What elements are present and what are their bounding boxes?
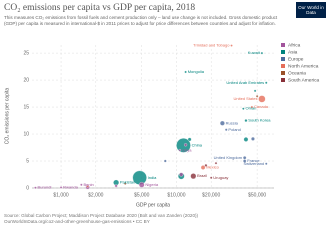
point-label: Pakistan	[120, 180, 135, 185]
legend-label: Africa	[288, 42, 301, 48]
point-label: India	[148, 175, 157, 180]
chart: CO₂ emissions per capita GDP per capita …	[4, 42, 320, 208]
x-tick-label: $50,000	[248, 192, 266, 198]
legend-swatch	[281, 71, 285, 75]
point-label: United Kingdom	[214, 155, 243, 160]
data-point	[86, 185, 89, 188]
data-point	[214, 161, 218, 165]
legend-swatch	[281, 64, 285, 68]
x-tick-label: $5,000	[134, 192, 150, 198]
data-point	[184, 70, 187, 74]
legend-swatch	[281, 57, 285, 61]
source-url[interactable]: OurWorldInData.org/co2-and-other-greenho…	[4, 219, 150, 224]
x-axis-label: GDP per capita	[136, 202, 170, 208]
data-point	[59, 186, 63, 189]
x-tick-label: $10,000	[167, 192, 185, 198]
chart-subtitle: This measures CO₂ emissions from fossil …	[4, 15, 278, 26]
data-point	[255, 95, 259, 98]
point-label: Canada	[254, 104, 269, 109]
data-point	[190, 173, 197, 180]
data-point	[219, 120, 225, 126]
data-point	[242, 156, 247, 160]
x-tick-label: $20,000	[202, 192, 220, 198]
point-label: Benin	[83, 182, 93, 187]
point-label: Trinidad and Tobago	[193, 43, 230, 48]
data-point	[124, 182, 127, 185]
data-point	[163, 159, 167, 163]
legend-label: Oceania	[288, 70, 306, 76]
data-point	[138, 181, 145, 188]
data-point	[34, 186, 37, 189]
legend-swatch	[281, 50, 285, 54]
point-label: Uruguay	[213, 175, 228, 180]
point-label: United States	[233, 96, 257, 101]
data-point	[265, 81, 268, 85]
legend-swatch	[281, 78, 285, 82]
data-point	[244, 119, 248, 123]
data-point	[258, 95, 266, 103]
data-point	[204, 163, 208, 167]
y-tick-label: 20	[23, 77, 29, 83]
footer: Source: Global Carbon Project; Maddison …	[4, 213, 198, 225]
data-point	[200, 165, 206, 170]
point-label: Kuwait	[248, 50, 261, 55]
data-point	[178, 148, 182, 152]
legend-label: Asia	[288, 49, 298, 55]
y-tick-label: 25	[23, 50, 29, 56]
point-label: Brazil	[197, 173, 207, 178]
data-point	[184, 143, 188, 147]
data-point	[253, 89, 257, 93]
point-label: China	[192, 142, 203, 147]
point-label: Russia	[226, 120, 239, 125]
data-point	[80, 183, 83, 187]
point-label: France	[247, 158, 260, 163]
point-label: Libya	[182, 147, 192, 152]
legend-label: South America	[288, 77, 320, 83]
point-label: Oman	[245, 106, 256, 111]
data-point	[209, 176, 213, 179]
point-label: Poland	[228, 127, 240, 132]
data-point	[176, 138, 191, 153]
point-label: Mongolia	[188, 69, 205, 74]
y-tick-label: 0	[26, 185, 29, 191]
legend-swatch	[281, 43, 285, 47]
x-tick-label: $1,000	[53, 192, 69, 198]
legend-label: North America	[288, 63, 319, 69]
source: Source: Global Carbon Project; Maddison …	[4, 213, 199, 218]
chart-title: CO₂ emissions per capita vs GDP per capi…	[4, 3, 196, 13]
y-tick-label: 10	[23, 131, 29, 137]
data-point	[243, 137, 249, 142]
point-label: Switzerland	[243, 161, 264, 166]
point-label: South Korea	[248, 118, 271, 123]
data-point	[242, 107, 245, 110]
x-tick-label: $2,000	[88, 192, 104, 198]
data-point	[230, 44, 233, 47]
data-point	[187, 137, 192, 142]
data-point	[114, 184, 118, 188]
point-label: Mexico	[206, 165, 219, 170]
y-tick-label: 15	[23, 104, 29, 110]
data-point	[251, 137, 255, 141]
point-label: Nigeria	[145, 182, 158, 187]
data-point	[243, 159, 247, 163]
data-point	[260, 51, 264, 55]
logo[interactable]: Our World in Data	[296, 2, 326, 18]
page: CO₂ emissions per capita vs GDP per capi…	[4, 2, 326, 225]
y-axis-label: CO₂ emissions per capita	[4, 88, 10, 145]
point-label: Burundi	[38, 185, 52, 190]
data-point	[179, 172, 184, 177]
data-point	[265, 162, 268, 165]
legend-label: Europe	[288, 56, 304, 62]
data-point	[250, 105, 254, 109]
point-label: Rwanda	[63, 185, 78, 190]
y-tick-label: 5	[26, 158, 29, 164]
data-point	[224, 128, 228, 132]
point-label: United Arab Emirates	[226, 80, 264, 85]
